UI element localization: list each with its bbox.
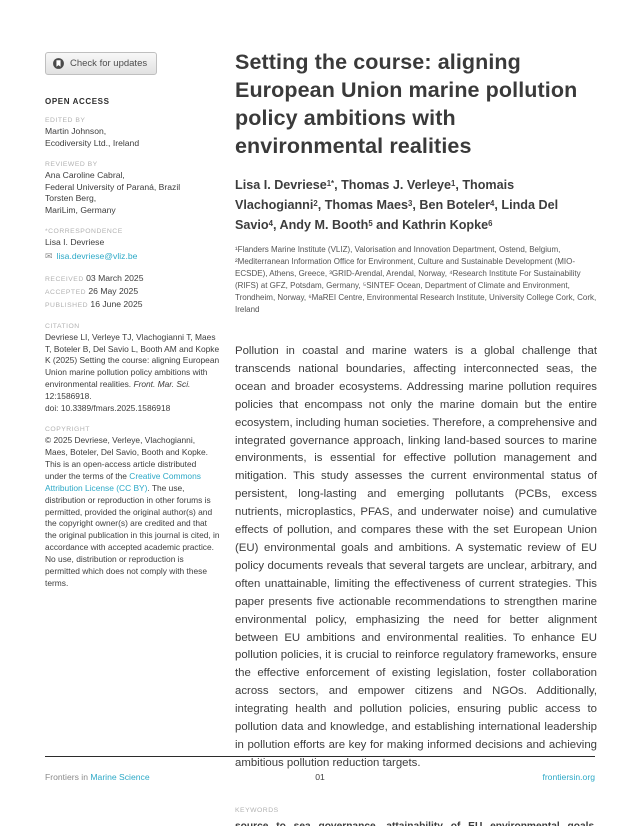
reviewed-by-section: REVIEWED BY Ana Caroline Cabral, Federal…	[45, 161, 220, 217]
correspondence-name: Lisa I. Devriese	[45, 237, 105, 248]
page-footer: Frontiers in Marine Science 01 frontiers…	[45, 772, 595, 782]
accepted-label: ACCEPTED	[45, 289, 87, 297]
author: Kathrin Kopke6	[402, 218, 492, 232]
check-for-updates-label: Check for updates	[70, 58, 148, 69]
author-separator: ,	[455, 178, 463, 192]
keywords-text: source to sea governance, attainability …	[235, 819, 597, 826]
reviewed-by-label: REVIEWED BY	[45, 160, 98, 168]
crossmark-circle-icon	[52, 57, 65, 70]
author: Linda Del Savio4,	[235, 198, 558, 232]
author: Ben Boteler4,	[419, 198, 501, 212]
footer-journal: Frontiers in Marine Science	[45, 772, 228, 782]
author-sup: 5	[368, 218, 373, 228]
received-date: 03 March 2025	[86, 273, 144, 284]
author-sup: 3	[408, 198, 413, 208]
citation-text: Devriese LI, Verleye TJ, Vlachogianni T,…	[45, 332, 220, 415]
author-name: Thomas J. Verleye	[341, 178, 451, 192]
author: Thomas J. Verleye1,	[341, 178, 462, 192]
copyright-pre: © 2025 Devriese, Verleye, Vlachogianni, …	[45, 435, 208, 481]
author-name: Kathrin Kopke	[402, 218, 489, 232]
footer-journal-prefix: Frontiers in	[45, 772, 91, 782]
published-row: PUBLISHED 16 June 2025	[45, 298, 220, 311]
citation-section: CITATION Devriese LI, Verleye TJ, Vlacho…	[45, 323, 220, 415]
author-separator: and	[372, 218, 403, 232]
citation-volume: 12:1586918.	[45, 391, 92, 402]
footer-divider	[45, 756, 595, 757]
envelope-icon: ✉	[45, 250, 53, 261]
published-date: 16 June 2025	[90, 299, 143, 310]
author-separator: ,	[494, 198, 502, 212]
author: Andy M. Booth5 and	[279, 218, 402, 232]
published-label: PUBLISHED	[45, 302, 89, 310]
author-sup: 1*	[326, 178, 335, 188]
copyright-post: . The use, distribution or reproduction …	[45, 482, 220, 589]
check-for-updates-button[interactable]: Check for updates	[45, 52, 158, 75]
citation-body: Devriese LI, Verleye TJ, Vlachogianni T,…	[45, 331, 220, 390]
received-row: RECEIVED 03 March 2025	[45, 272, 220, 285]
footer-page-number: 01	[315, 772, 325, 782]
received-label: RECEIVED	[45, 276, 84, 284]
copyright-label: COPYRIGHT	[45, 426, 90, 434]
reviewed-by-value: Ana Caroline Cabral, Federal University …	[45, 169, 181, 216]
author-name: Andy M. Booth	[279, 218, 369, 232]
article-main-column: Setting the course: aligning European Un…	[235, 48, 597, 826]
author: Thomais Vlachogianni2,	[235, 178, 514, 212]
correspondence-section: *CORRESPONDENCE Lisa I. Devriese ✉ lisa.…	[45, 228, 220, 261]
citation-doi: doi: 10.3389/fmars.2025.1586918	[45, 403, 171, 414]
footer-journal-link[interactable]: Marine Science	[90, 772, 150, 782]
keywords-label: KEYWORDS	[235, 806, 279, 814]
author-sup: 2	[313, 198, 318, 208]
edited-by-section: EDITED BY Martin Johnson, Ecodiversity L…	[45, 117, 220, 150]
copyright-text: © 2025 Devriese, Verleye, Vlachogianni, …	[45, 435, 220, 590]
author-sup: 4	[268, 218, 273, 228]
author-name: Linda Del Savio	[235, 198, 559, 232]
author-name: Thomais Vlachogianni	[235, 178, 515, 212]
article-title: Setting the course: aligning European Un…	[235, 50, 578, 158]
author-list: Lisa I. Devriese1*, Thomas J. Verleye1, …	[235, 175, 597, 235]
author-sup: 6	[488, 218, 493, 228]
author-sup: 4	[490, 198, 495, 208]
footer-site-link[interactable]: frontiersin.org	[542, 772, 595, 782]
citation-label: CITATION	[45, 322, 80, 330]
correspondence-email-link[interactable]: lisa.devriese@vliz.be	[56, 251, 138, 262]
author-name: Ben Boteler	[419, 198, 491, 212]
author: Thomas Maes3,	[325, 198, 420, 212]
author: Lisa I. Devriese1*,	[235, 178, 341, 192]
copyright-section: COPYRIGHT © 2025 Devriese, Verleye, Vlac…	[45, 426, 220, 590]
author-name: Thomas Maes	[324, 198, 409, 212]
correspondence-label: *CORRESPONDENCE	[45, 228, 123, 236]
citation-journal-abbrev: Front. Mar. Sci.	[133, 379, 191, 390]
author-separator: ,	[334, 178, 342, 192]
author-separator: ,	[317, 198, 325, 212]
edited-by-value: Martin Johnson, Ecodiversity Ltd., Irela…	[45, 126, 140, 148]
author-separator: ,	[272, 218, 280, 232]
author-sup: 1	[451, 178, 456, 188]
article-metadata-sidebar: Check for updates OPEN ACCESS EDITED BY …	[45, 52, 220, 590]
dates-section: RECEIVED 03 March 2025 ACCEPTED 26 May 2…	[45, 272, 220, 312]
accepted-date: 26 May 2025	[88, 286, 139, 297]
accepted-row: ACCEPTED 26 May 2025	[45, 285, 220, 298]
affiliations: ¹Flanders Marine Institute (VLIZ), Valor…	[235, 245, 597, 314]
edited-by-label: EDITED BY	[45, 117, 86, 124]
author-separator: ,	[412, 198, 420, 212]
author-name: Lisa I. Devriese	[235, 178, 327, 192]
cc-by-license-link[interactable]: Creative Commons Attribution License (CC…	[45, 470, 201, 493]
abstract-text: Pollution in coastal and marine waters i…	[235, 345, 597, 769]
open-access-badge: OPEN ACCESS	[45, 97, 110, 106]
